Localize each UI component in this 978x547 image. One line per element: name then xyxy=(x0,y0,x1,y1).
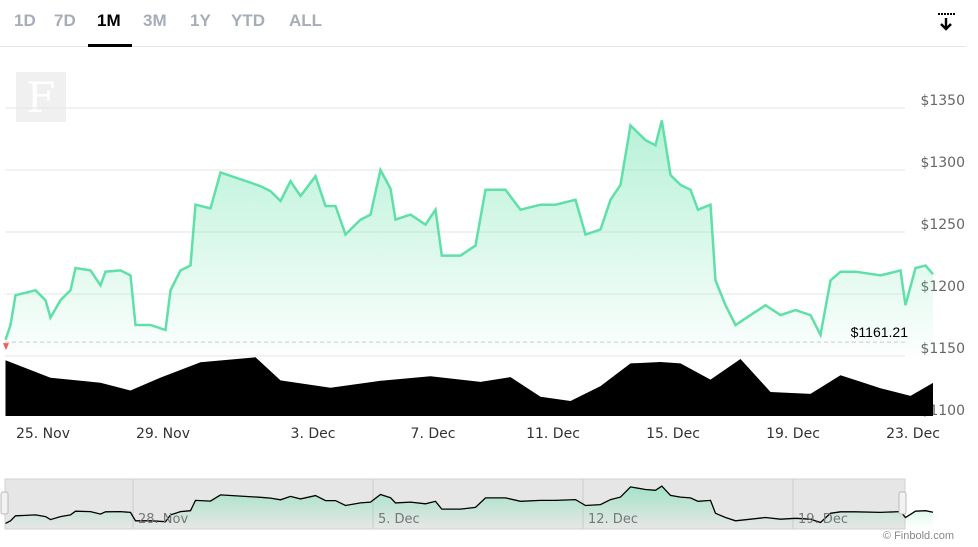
navigator-handle-right[interactable] xyxy=(898,491,907,515)
navigator-label: 19. Dec xyxy=(798,512,848,527)
price-line xyxy=(4,120,934,341)
tab-3m[interactable]: 3M xyxy=(143,11,167,30)
x-tick-label: 23. Dec xyxy=(886,426,940,442)
navigator-label: 28. Nov xyxy=(138,512,188,527)
price-area xyxy=(5,120,933,356)
watermark-logo: F xyxy=(16,72,66,122)
x-tick-label: 19. Dec xyxy=(766,426,820,442)
x-tick-label: 7. Dec xyxy=(411,426,456,442)
tab-1y[interactable]: 1Y xyxy=(190,11,211,30)
y-tick-label: $1350 xyxy=(920,93,965,109)
y-tick-label: $1250 xyxy=(920,217,965,233)
svg-text:F: F xyxy=(26,73,55,122)
x-tick-label: 15. Dec xyxy=(646,426,700,442)
tab-1m[interactable]: 1M xyxy=(97,11,121,30)
navigator-label: 12. Dec xyxy=(588,512,638,527)
navigator-line xyxy=(5,485,934,524)
current-price-label: $1161.21 xyxy=(851,324,909,340)
navigator-area xyxy=(5,486,933,528)
tab-1d[interactable]: 1D xyxy=(14,11,36,30)
volume-area xyxy=(5,357,933,416)
active-tab-indicator xyxy=(88,44,132,47)
download-arrow-icon[interactable] xyxy=(936,12,956,32)
navigator-handle-left[interactable] xyxy=(0,491,9,515)
x-tick-label: 25. Nov xyxy=(16,426,70,442)
tab-all[interactable]: ALL xyxy=(289,11,323,30)
credit: © Finbold.com xyxy=(882,530,954,542)
down-marker-icon xyxy=(3,343,9,351)
x-tick-label: 11. Dec xyxy=(526,426,580,442)
x-tick-label: 3. Dec xyxy=(291,426,336,442)
tab-ytd[interactable]: YTD xyxy=(231,11,265,30)
range-tabs: 1D 7D 1M 3M 1Y YTD ALL xyxy=(0,0,966,47)
navigator-label: 5. Dec xyxy=(378,512,420,527)
y-tick-label: $1300 xyxy=(920,155,965,171)
tab-7d[interactable]: 7D xyxy=(54,11,76,30)
navigator[interactable]: 28. Nov 5. Dec 12. Dec 19. Dec xyxy=(0,478,934,530)
x-tick-label: 29. Nov xyxy=(136,426,190,442)
